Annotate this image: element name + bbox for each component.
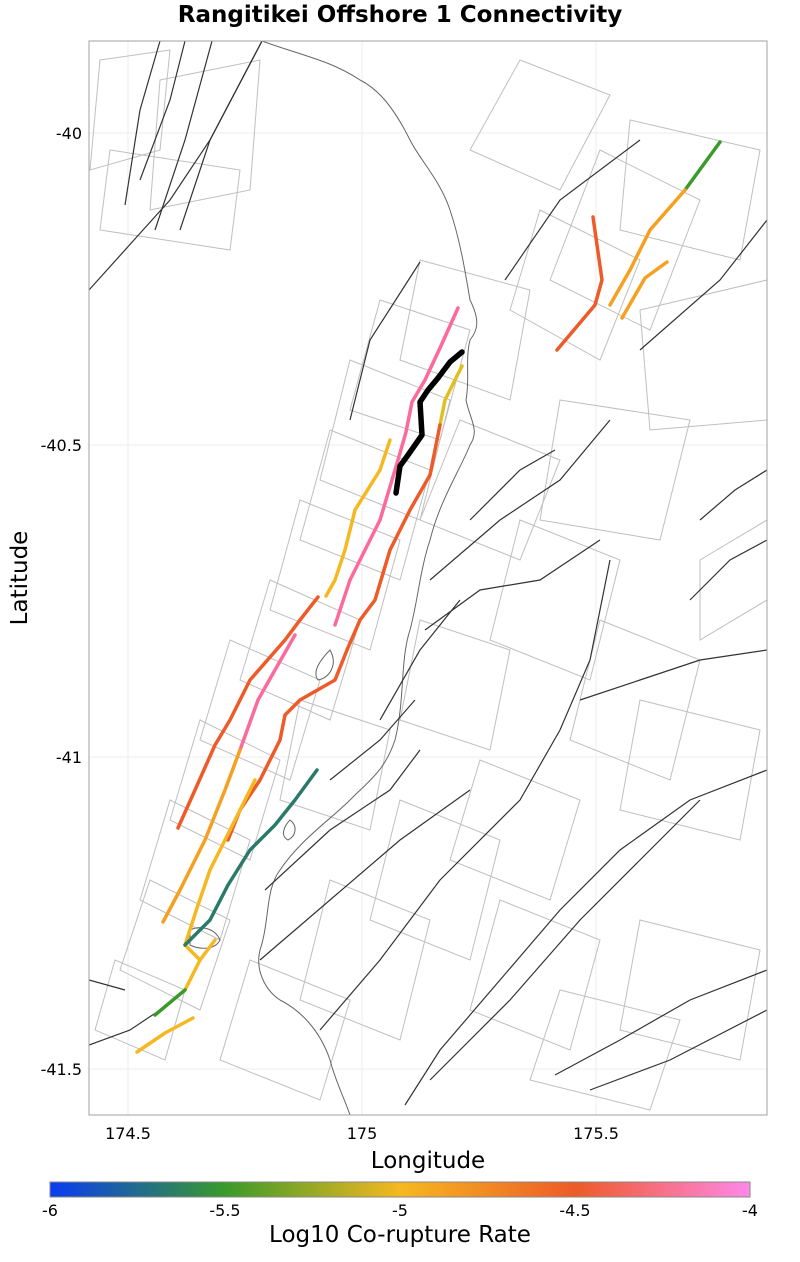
fault-polygon <box>489 519 621 681</box>
fault-polygon <box>89 49 171 171</box>
fault-trace <box>699 469 767 521</box>
fault-polygon <box>239 579 361 721</box>
fault-polygon <box>169 719 281 861</box>
corupture-traces <box>135 140 722 1054</box>
fault-trace <box>404 769 767 1106</box>
fault-trace <box>319 559 611 1031</box>
fault-trace <box>89 41 263 291</box>
xtick-label: 175 <box>347 1124 378 1143</box>
fault-trace <box>259 789 471 961</box>
corupture-trace <box>620 260 669 320</box>
ytick-label: -41.5 <box>41 1060 82 1079</box>
chart-title: Rangitikei Offshore 1 Connectivity <box>177 2 623 28</box>
fault-polygons <box>89 49 767 1111</box>
fault-polygon <box>449 759 581 901</box>
fault-polygon <box>639 279 767 431</box>
corupture-trace <box>683 140 722 192</box>
fault-trace <box>689 539 767 601</box>
fault-polygon <box>99 149 241 251</box>
corupture-trace <box>161 748 242 924</box>
colorbar-tick: -6 <box>42 1201 58 1220</box>
colorbar-tick: -4.5 <box>559 1201 591 1220</box>
corupture-trace <box>608 188 687 307</box>
fault-polygon <box>94 959 186 1061</box>
fault-trace <box>139 41 186 181</box>
fault-trace <box>89 979 126 991</box>
island-path <box>315 649 334 681</box>
coastline-path <box>258 41 478 1115</box>
plot-area <box>89 41 767 1115</box>
corupture-trace <box>135 1016 195 1054</box>
fault-trace <box>639 219 767 351</box>
corupture-trace <box>333 306 460 627</box>
ytick-label: -40.5 <box>41 436 82 455</box>
fault-polygon <box>199 639 321 781</box>
corupture-trace <box>226 423 442 842</box>
fault-polygon <box>509 209 641 361</box>
fault-polygon <box>619 119 761 261</box>
fault-trace <box>554 969 767 1076</box>
fault-polygon <box>299 879 431 1041</box>
source-fault-trace <box>393 349 465 496</box>
fault-trace <box>124 41 161 206</box>
fault-polygon <box>399 259 531 401</box>
colorbar-tick: -4 <box>742 1201 758 1220</box>
xtick-label: 175.5 <box>573 1124 619 1143</box>
corupture-trace <box>324 438 392 598</box>
fault-polygon <box>529 989 681 1111</box>
island-path <box>283 819 296 841</box>
fault-trace <box>154 41 213 231</box>
fault-polygon <box>269 499 401 651</box>
fault-polygon <box>149 59 261 211</box>
fault-polygon <box>549 149 701 331</box>
fault-trace <box>349 261 421 421</box>
fault-polygon <box>619 919 761 1061</box>
ytick-label: -40 <box>56 124 82 143</box>
fault-polygon <box>399 619 511 751</box>
corupture-trace <box>555 215 604 352</box>
fault-polygon <box>469 59 611 191</box>
fault-trace <box>579 649 767 701</box>
corupture-trace <box>153 988 187 1017</box>
fault-polygon <box>299 429 431 581</box>
fault-polygon <box>469 899 601 1051</box>
corupture-trace <box>183 958 202 992</box>
y-axis-title: Latitude <box>7 531 33 626</box>
fault-trace <box>504 139 641 281</box>
ytick-label: -41 <box>56 748 82 767</box>
fault-trace <box>469 449 556 521</box>
fault-trace <box>89 1009 161 1046</box>
fault-polygon <box>619 699 761 841</box>
plot-border <box>88 40 768 1116</box>
colorbar <box>49 1181 751 1198</box>
xtick-label: 174.5 <box>105 1124 151 1143</box>
fault-polygon <box>419 419 561 561</box>
x-axis-title: Longitude <box>371 1148 485 1174</box>
fault-trace <box>589 1009 767 1091</box>
colorbar-tick: -5 <box>392 1201 408 1220</box>
fault-polygon <box>119 879 231 1011</box>
fault-trace <box>429 799 701 1081</box>
colorbar-title: Log10 Co-rupture Rate <box>269 1222 531 1248</box>
fault-trace <box>264 749 421 891</box>
fault-polygon <box>279 699 391 831</box>
fault-polygon <box>369 799 501 961</box>
fault-trace <box>429 419 611 581</box>
corupture-trace <box>238 633 297 752</box>
corupture-trace <box>183 768 319 947</box>
fault-traces <box>89 41 767 1106</box>
colorbar-tick: -5.5 <box>209 1201 241 1220</box>
corupture-trace <box>438 364 464 427</box>
corupture-trace <box>176 595 320 830</box>
fault-polygon <box>539 399 691 541</box>
fault-polygon <box>219 959 351 1101</box>
fault-trace <box>329 699 416 781</box>
fault-trace <box>379 599 461 721</box>
fault-polygon <box>699 519 767 641</box>
